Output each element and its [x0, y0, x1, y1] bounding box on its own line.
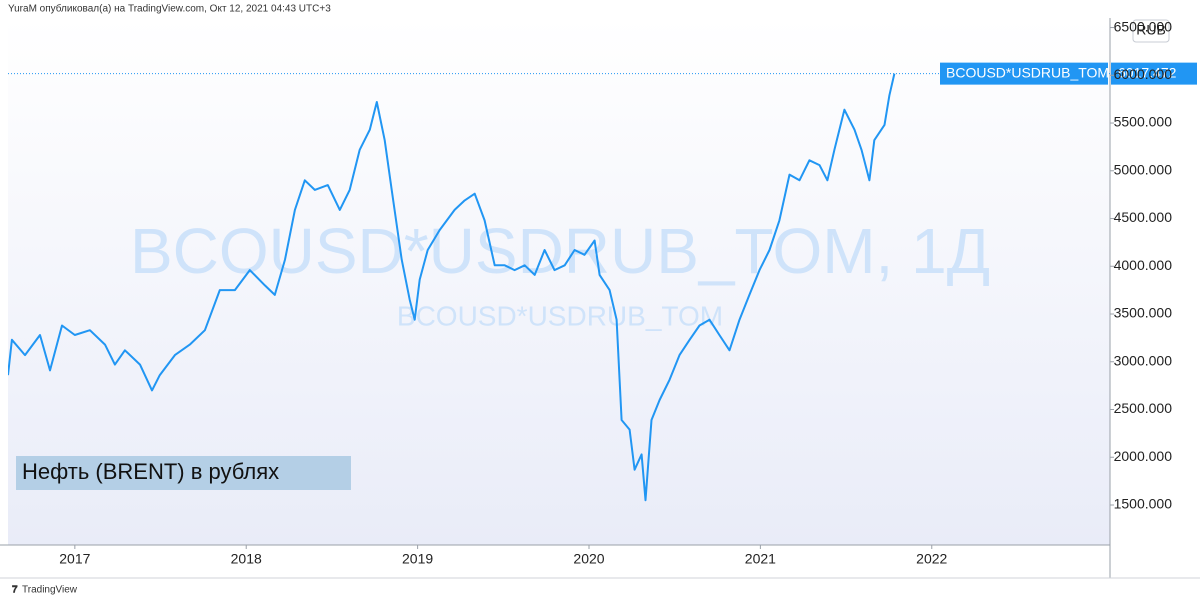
currency: RUB: [1136, 22, 1166, 38]
watermark-symbol: BCOUSD*USDRUB_TOM: [397, 300, 723, 331]
y-tick-label: 4000.000: [1114, 257, 1173, 273]
x-tick-label: 2017: [59, 551, 90, 567]
x-tick-label: 2019: [402, 551, 433, 567]
watermark: BCOUSD*USDRUB_TOM, 1Д: [130, 215, 990, 287]
footer: TradingView: [22, 585, 78, 596]
x-tick-label: 2022: [916, 551, 947, 567]
plot: [8, 73, 1110, 502]
x-tick-label: 2020: [573, 551, 604, 567]
y-tick-label: 5500.000: [1114, 114, 1173, 130]
x-tick-label: 2021: [745, 551, 776, 567]
y-tick-label: 2000.000: [1114, 448, 1173, 464]
annotation-box: [16, 456, 351, 490]
footer-logo: 𝟕: [12, 585, 18, 596]
y-tick-label: 5000.000: [1114, 161, 1173, 177]
y-tick-label: 6000.000: [1114, 66, 1173, 82]
annotation: Нефть (BRENT) в рублях: [22, 459, 279, 484]
line-series: [8, 73, 896, 502]
legend-entry: BCOUSD*USDRUB_TOM: [946, 64, 1109, 80]
price-tag: [1111, 62, 1197, 85]
y-tick-label: 2500.000: [1114, 400, 1173, 416]
y-tick-label: 1500.000: [1114, 496, 1173, 512]
y-tick-label: 6500.000: [1114, 18, 1173, 34]
header: YuraM опубликовал(а) на TradingView.com,…: [8, 3, 331, 15]
price-label: 6017.472: [1118, 64, 1177, 80]
legend-tag: [940, 62, 1108, 85]
y-tick-label: 3000.000: [1114, 352, 1173, 368]
y-tick-label: 4500.000: [1114, 209, 1173, 225]
overlay: BCOUSD*USDRUB_TOM 6017.472 RUB: [940, 19, 1197, 85]
y-tick-label: 3500.000: [1114, 305, 1173, 321]
currency-box: [1132, 19, 1170, 43]
x-tick-label: 2018: [231, 551, 262, 567]
